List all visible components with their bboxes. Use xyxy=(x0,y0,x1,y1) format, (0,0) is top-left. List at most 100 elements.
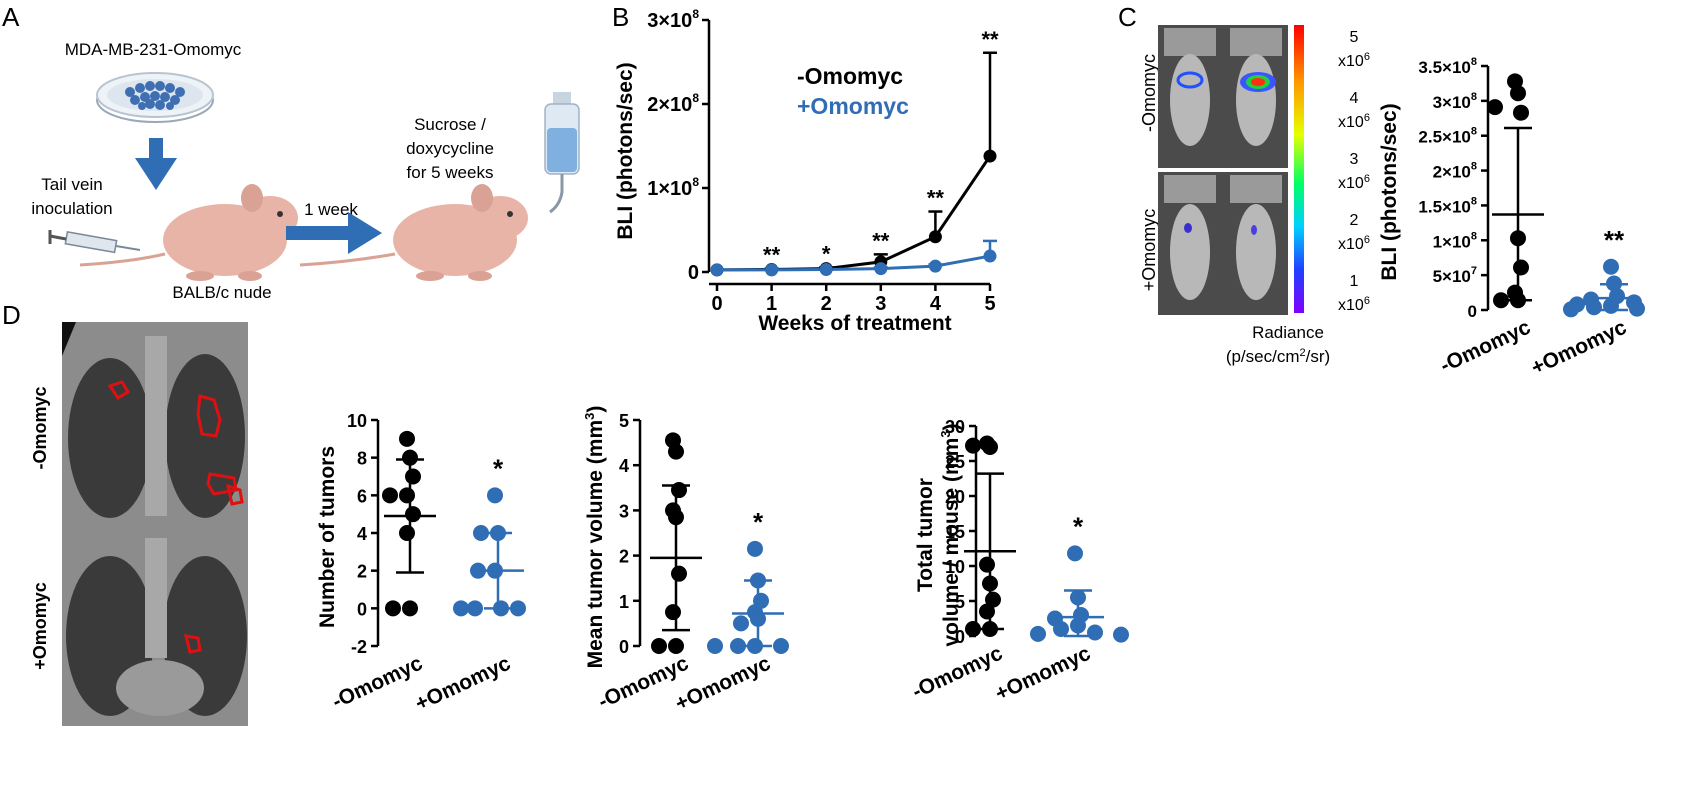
treatment-label-3: for 5 weeks xyxy=(407,163,494,182)
chart-d1-significance: * xyxy=(493,453,504,483)
chart-d3-data-point xyxy=(979,603,995,620)
chart-d1-data-point xyxy=(399,430,415,447)
chart-d2-data-point xyxy=(733,615,749,632)
chart-c-data-point xyxy=(1586,299,1602,316)
mouse-icon xyxy=(79,184,298,281)
chart-d3-data-point xyxy=(1053,621,1069,637)
chart-c-data-point xyxy=(1487,99,1503,116)
chart-d1-category-label: -Omomyc xyxy=(329,652,427,714)
colorbar-tick-exponent: x106 xyxy=(1338,295,1370,314)
treatment-label-1: Sucrose / xyxy=(414,115,486,134)
chart-d1-ylabel: Number of tumors xyxy=(316,446,339,628)
chart-c-data-point xyxy=(1629,300,1645,317)
chart-d3-data-point xyxy=(982,439,998,455)
imaging-row-plus: +Omomyc xyxy=(1139,209,1159,292)
water-bottle-icon xyxy=(544,92,580,214)
chart-d1-ytick-label: 8 xyxy=(357,449,367,469)
chart-b-significance: ** xyxy=(981,27,999,52)
chart-b-series-line xyxy=(717,254,991,272)
chart-c-data-point xyxy=(1563,301,1579,318)
panel-label-a: A xyxy=(2,2,20,32)
chart-b-data-point xyxy=(765,263,779,277)
panel-c-scatter-chart: BLI (photons/sec) 0 5×107 1×108 1.5×108 2×108… xyxy=(1378,56,1645,380)
chart-b-data-point xyxy=(983,249,997,263)
colorbar-tick-exponent: x106 xyxy=(1338,234,1370,253)
chart-d3-data-point xyxy=(1030,625,1046,642)
chart-d3-ytick-label: 15 xyxy=(945,522,965,542)
chart-b-data-point xyxy=(710,263,724,277)
chart-d1-data-point xyxy=(405,506,421,523)
chart-b-data-point xyxy=(819,262,833,276)
chart-b-significance: * xyxy=(822,241,831,266)
chart-b-ylabel: BLI (photons/sec) xyxy=(614,62,637,239)
chart-d3-data-point xyxy=(1087,624,1103,641)
chart-d3-category-label: +Omomyc xyxy=(992,642,1095,706)
chart-d2-data-point xyxy=(671,565,687,582)
chart-d1-data-point xyxy=(385,600,401,617)
chart-d2-data-point xyxy=(668,443,684,460)
chart-d2-ytick-label: 5 xyxy=(619,411,629,431)
chart-d1-data-point xyxy=(402,600,418,617)
legend-minus: -Omomyc xyxy=(797,63,903,89)
chart-d2-data-point xyxy=(707,638,723,654)
chart-d2-category-label: +Omomyc xyxy=(672,652,775,716)
colorbar-tick-label: 2 xyxy=(1350,212,1359,229)
arrow-down-icon xyxy=(135,138,177,190)
chart-b-xtick-label: 4 xyxy=(930,293,942,315)
panel-d-tumor-count-chart: Number of tumors -2 0 2 4 6 8 10 -Omomyc+Omomyc * xyxy=(316,411,526,716)
chart-b-xtick-label: 5 xyxy=(984,293,995,315)
colorbar-tick-label: 3 xyxy=(1350,151,1359,168)
chart-c-data-point xyxy=(1513,104,1529,121)
chart-b-ytick-label: 0 xyxy=(688,262,699,284)
chart-d3-ylabel: Total tumor xyxy=(914,478,937,592)
chart-d3-data-point xyxy=(979,556,995,573)
ct-image-plus xyxy=(62,524,248,726)
chart-d2-data-point xyxy=(773,638,789,654)
chart-d3-data-point xyxy=(965,621,981,637)
inoculation-label-2: inoculation xyxy=(31,199,112,218)
inoculation-label-1: Tail vein xyxy=(41,175,102,194)
chart-b-ylabel-text: BLI (photons/sec) xyxy=(614,62,637,239)
radiance-title: Radiance xyxy=(1252,323,1324,342)
panel-label-d: D xyxy=(2,300,21,330)
chart-d1-data-point xyxy=(467,600,483,617)
chart-d3-significance: * xyxy=(1073,511,1084,541)
colorbar-tick-exponent: x106 xyxy=(1338,112,1370,131)
chart-d1-data-point xyxy=(399,525,415,541)
chart-b-xtick-label: 0 xyxy=(711,293,722,315)
panel-label-c: C xyxy=(1118,2,1137,32)
chart-d2-data-point xyxy=(747,540,763,557)
chart-d3-ytick-label: 5 xyxy=(955,592,965,612)
chart-c-ytick-label: 2.5×108 xyxy=(1418,126,1477,147)
chart-d3-ytick-label: 30 xyxy=(945,417,965,437)
chart-d1-ytick-label: 4 xyxy=(357,524,367,544)
chart-d2-data-point xyxy=(668,638,684,654)
chart-c-ytick-label: 1×108 xyxy=(1433,230,1477,251)
chart-b-significance: ** xyxy=(872,228,890,253)
syringe-icon xyxy=(48,230,141,254)
chart-b-ytick-label: 3×108 xyxy=(647,7,699,32)
chart-c-significance: ** xyxy=(1604,225,1625,255)
mouse-icon xyxy=(299,184,528,281)
chart-b-data-point xyxy=(928,259,942,273)
chart-c-category-label: +Omomyc xyxy=(1528,316,1631,380)
cell-line-label: MDA-MB-231-Omomyc xyxy=(65,40,242,59)
chart-d2-data-point xyxy=(730,638,746,654)
chart-d1-data-point xyxy=(382,487,398,504)
chart-b-series-line xyxy=(716,155,992,272)
chart-c-data-point xyxy=(1510,85,1526,102)
chart-b-xtick-label: 3 xyxy=(875,293,886,315)
chart-d3-data-point xyxy=(965,437,981,454)
chart-d1-ytick-label: -2 xyxy=(351,637,367,657)
chart-b-significance: ** xyxy=(763,243,781,268)
radiance-units: (p/sec/cm2/sr) xyxy=(1226,347,1330,366)
chart-b-data-point xyxy=(928,230,942,244)
chart-c-ytick-label: 1.5×108 xyxy=(1418,195,1477,216)
chart-d2-ytick-label: 4 xyxy=(619,456,629,476)
chart-b-xtick-label: 1 xyxy=(766,293,777,315)
chart-d2-ytick-label: 2 xyxy=(619,547,629,567)
chart-d2-data-point xyxy=(651,638,667,654)
colorbar-tick-exponent: x106 xyxy=(1338,51,1370,70)
chart-b-xlabel: Weeks of treatment xyxy=(758,312,951,335)
radiance-colorbar xyxy=(1294,25,1304,313)
